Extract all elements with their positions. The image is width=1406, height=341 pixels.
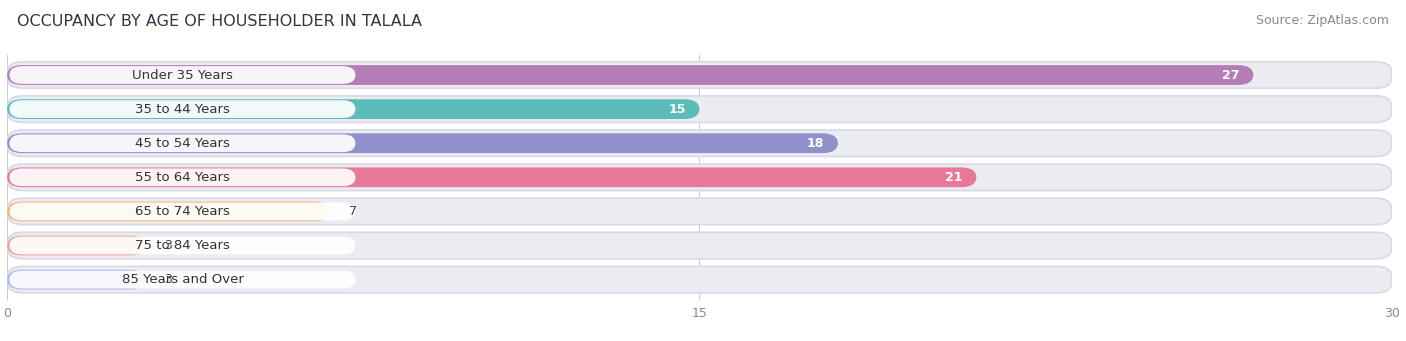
FancyBboxPatch shape [10,271,356,288]
Text: 15: 15 [668,103,686,116]
Text: 65 to 74 Years: 65 to 74 Years [135,205,231,218]
Text: Under 35 Years: Under 35 Years [132,69,233,81]
FancyBboxPatch shape [7,99,700,119]
FancyBboxPatch shape [7,130,1392,157]
FancyBboxPatch shape [7,232,1392,259]
Text: 85 Years and Over: 85 Years and Over [121,273,243,286]
Text: 75 to 84 Years: 75 to 84 Years [135,239,231,252]
FancyBboxPatch shape [10,203,356,220]
FancyBboxPatch shape [10,66,356,84]
FancyBboxPatch shape [10,237,356,254]
FancyBboxPatch shape [7,133,838,153]
Text: 3: 3 [165,273,172,286]
Text: 27: 27 [1222,69,1240,81]
FancyBboxPatch shape [10,168,356,186]
Text: 45 to 54 Years: 45 to 54 Years [135,137,231,150]
FancyBboxPatch shape [7,198,1392,225]
Text: 21: 21 [945,171,963,184]
Text: Source: ZipAtlas.com: Source: ZipAtlas.com [1256,14,1389,27]
FancyBboxPatch shape [7,236,146,255]
Text: 35 to 44 Years: 35 to 44 Years [135,103,231,116]
Text: 55 to 64 Years: 55 to 64 Years [135,171,231,184]
FancyBboxPatch shape [10,100,356,118]
FancyBboxPatch shape [7,202,330,221]
Text: OCCUPANCY BY AGE OF HOUSEHOLDER IN TALALA: OCCUPANCY BY AGE OF HOUSEHOLDER IN TALAL… [17,14,422,29]
FancyBboxPatch shape [7,270,146,290]
Text: 18: 18 [807,137,824,150]
FancyBboxPatch shape [7,266,1392,293]
FancyBboxPatch shape [7,164,1392,191]
Text: 7: 7 [349,205,357,218]
Text: 3: 3 [165,239,172,252]
FancyBboxPatch shape [7,96,1392,122]
FancyBboxPatch shape [7,62,1392,88]
FancyBboxPatch shape [10,134,356,152]
FancyBboxPatch shape [7,167,977,187]
FancyBboxPatch shape [7,65,1254,85]
